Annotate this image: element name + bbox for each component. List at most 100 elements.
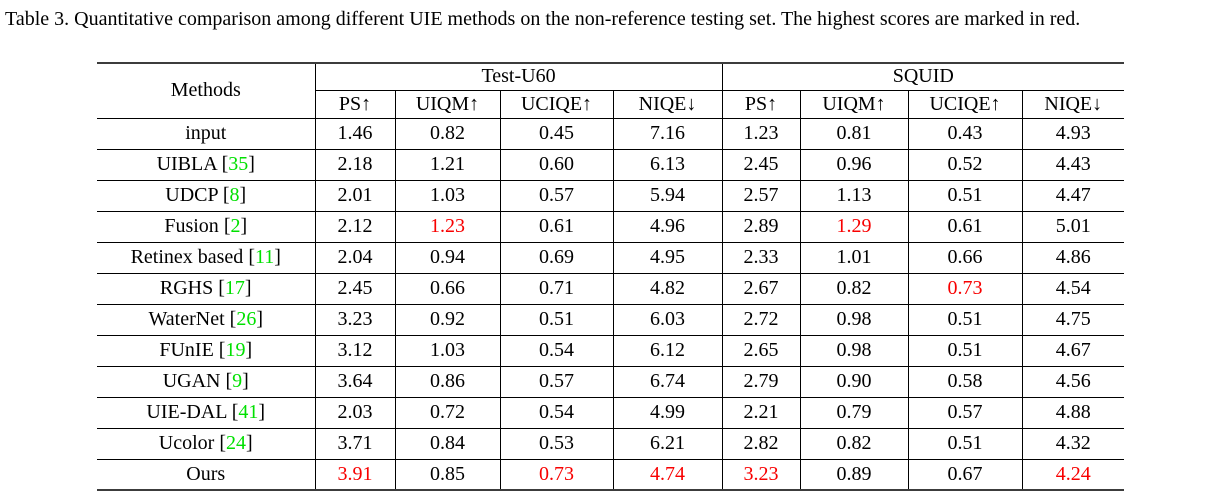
- metric-header: NIQE↓: [1021, 89, 1125, 119]
- method-cell: Ucolor [24]: [97, 427, 316, 460]
- value-cell: 0.51: [907, 179, 1023, 212]
- value-cell: 0.89: [799, 458, 909, 490]
- value-cell: 4.99: [612, 396, 723, 429]
- value-cell: 0.54: [499, 396, 614, 429]
- method-cell: Retinex based [11]: [97, 241, 316, 274]
- value-cell: 3.64: [314, 365, 396, 398]
- value-cell: 1.23: [721, 117, 801, 150]
- value-cell: 0.92: [394, 303, 501, 336]
- table-row: Ucolor [24] 3.71 0.84 0.53 6.21 2.82 0.82 0.51 4…: [97, 427, 1125, 460]
- value-cell: 3.23: [721, 458, 801, 490]
- metric-header: PS↑: [721, 89, 801, 119]
- value-cell: 0.85: [394, 458, 501, 490]
- method-name: Ucolor: [158, 432, 215, 454]
- value-cell: 1.46: [314, 117, 396, 150]
- value-cell: 0.60: [499, 148, 614, 181]
- metric-header: NIQE↓: [612, 89, 723, 119]
- value-cell: 1.13: [799, 179, 909, 212]
- citation-link[interactable]: 2: [230, 215, 241, 237]
- value-cell: 0.67: [907, 458, 1023, 490]
- method-name: UIBLA: [156, 153, 217, 175]
- value-cell: 1.03: [394, 334, 501, 367]
- table-row: UIBLA [35] 2.18 1.21 0.60 6.13 2.45 0.96 0.52 4.…: [97, 148, 1125, 181]
- value-cell: 0.86: [394, 365, 501, 398]
- method-name: UGAN: [162, 370, 221, 392]
- citation-link[interactable]: 9: [232, 370, 243, 392]
- value-cell: 0.51: [907, 334, 1023, 367]
- value-cell: 0.69: [499, 241, 614, 274]
- method-cell: RGHS [17]: [97, 272, 316, 305]
- citation-link[interactable]: 41: [238, 401, 259, 423]
- value-cell: 2.03: [314, 396, 396, 429]
- value-cell: 7.16: [612, 117, 723, 150]
- method-cell: UIE-DAL [41]: [97, 396, 316, 429]
- value-cell: 0.94: [394, 241, 501, 274]
- method-name: FUnIE: [159, 339, 214, 361]
- value-cell: 2.82: [721, 427, 801, 460]
- value-cell: 4.43: [1021, 148, 1125, 181]
- table-header: Methods Test-U60 SQUID PS↑ UIQM↑ UCIQE↑ NIQE↓ P…: [97, 63, 1125, 119]
- value-cell: 0.66: [394, 272, 501, 305]
- table-body: input 1.46 0.82 0.45 7.16 1.23 0.81 0.43 4.93 UIB…: [97, 117, 1125, 490]
- value-cell: 0.52: [907, 148, 1023, 181]
- value-cell: 4.75: [1021, 303, 1125, 336]
- citation-link[interactable]: 17: [224, 277, 245, 299]
- value-cell: 0.73: [907, 272, 1023, 305]
- value-cell: 0.57: [907, 396, 1023, 429]
- value-cell: 0.90: [799, 365, 909, 398]
- method-name: RGHS: [159, 277, 214, 299]
- value-cell: 1.29: [799, 210, 909, 243]
- citation-link[interactable]: 24: [226, 432, 247, 454]
- method-cell: WaterNet [26]: [97, 303, 316, 336]
- value-cell: 0.82: [799, 272, 909, 305]
- value-cell: 0.81: [799, 117, 909, 150]
- value-cell: 0.82: [394, 117, 501, 150]
- method-cell: UDCP [8]: [97, 179, 316, 212]
- table-row: UDCP [8] 2.01 1.03 0.57 5.94 2.57 1.13 0.51 4.47: [97, 179, 1125, 212]
- value-cell: 2.57: [721, 179, 801, 212]
- value-cell: 3.12: [314, 334, 396, 367]
- value-cell: 0.84: [394, 427, 501, 460]
- methods-header: Methods: [97, 63, 316, 119]
- value-cell: 4.24: [1021, 458, 1125, 490]
- citation-link[interactable]: 35: [228, 153, 249, 175]
- value-cell: 6.03: [612, 303, 723, 336]
- table-row: Retinex based [11] 2.04 0.94 0.69 4.95 2.33 1.…: [97, 241, 1125, 274]
- citation-link[interactable]: 26: [236, 308, 257, 330]
- value-cell: 2.04: [314, 241, 396, 274]
- value-cell: 1.23: [394, 210, 501, 243]
- citation-link[interactable]: 19: [225, 339, 246, 361]
- value-cell: 0.73: [499, 458, 614, 490]
- value-cell: 5.94: [612, 179, 723, 212]
- table-row: Fusion [2] 2.12 1.23 0.61 4.96 2.89 1.29 0.61 5.…: [97, 210, 1125, 243]
- dataset-group-header: SQUID: [721, 63, 1125, 91]
- citation-link[interactable]: 11: [254, 246, 275, 268]
- table-row: UIE-DAL [41] 2.03 0.72 0.54 4.99 2.21 0.79 0.57…: [97, 396, 1125, 429]
- value-cell: 4.93: [1021, 117, 1125, 150]
- value-cell: 0.61: [907, 210, 1023, 243]
- value-cell: 4.86: [1021, 241, 1125, 274]
- value-cell: 0.57: [499, 179, 614, 212]
- value-cell: 2.12: [314, 210, 396, 243]
- value-cell: 1.01: [799, 241, 909, 274]
- table-row: WaterNet [26] 3.23 0.92 0.51 6.03 2.72 0.98 0.5…: [97, 303, 1125, 336]
- method-name: UIE-DAL: [146, 401, 227, 423]
- value-cell: 3.91: [314, 458, 396, 490]
- value-cell: 4.56: [1021, 365, 1125, 398]
- value-cell: 2.67: [721, 272, 801, 305]
- dataset-group-header: Test-U60: [314, 63, 723, 91]
- value-cell: 2.65: [721, 334, 801, 367]
- value-cell: 4.82: [612, 272, 723, 305]
- value-cell: 0.96: [799, 148, 909, 181]
- value-cell: 3.23: [314, 303, 396, 336]
- method-name: WaterNet: [148, 308, 225, 330]
- method-name: Fusion: [164, 215, 219, 237]
- value-cell: 0.58: [907, 365, 1023, 398]
- results-table: Methods Test-U60 SQUID PS↑ UIQM↑ UCIQE↑ NIQE↓ P…: [97, 62, 1125, 491]
- method-cell: Fusion [2]: [97, 210, 316, 243]
- citation-link[interactable]: 8: [229, 184, 240, 206]
- value-cell: 4.88: [1021, 396, 1125, 429]
- value-cell: 2.79: [721, 365, 801, 398]
- value-cell: 4.47: [1021, 179, 1125, 212]
- value-cell: 0.98: [799, 334, 909, 367]
